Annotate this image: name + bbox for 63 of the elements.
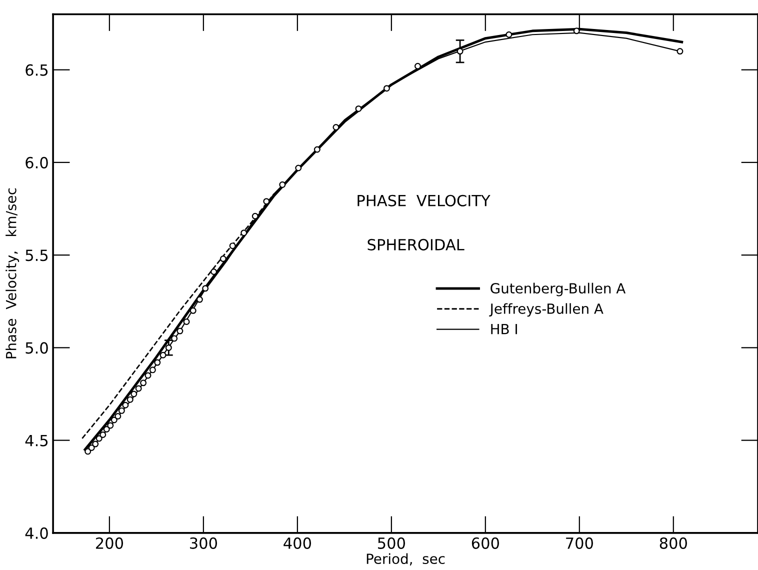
point (171, 335, 178, 342)
point (573, 28, 580, 34)
point (88, 444, 95, 451)
point (130, 390, 138, 398)
point (240, 230, 248, 236)
x-tick-label: 400 (284, 537, 312, 549)
point (114, 413, 122, 420)
point (332, 124, 340, 130)
point (202, 285, 209, 292)
point (126, 396, 134, 403)
point (154, 359, 161, 366)
point (414, 62, 421, 70)
point (92, 440, 99, 448)
point (122, 402, 129, 408)
x-tick-label: 500 (378, 537, 405, 549)
point (383, 85, 390, 92)
point (118, 407, 125, 414)
y-tick-label: 5.5 (26, 250, 48, 262)
legend-label: HB I (491, 324, 517, 334)
point (96, 435, 102, 442)
point (355, 105, 362, 112)
point (210, 268, 218, 275)
point (149, 366, 156, 374)
x-tick-label: 600 (472, 537, 499, 549)
x-tick-label: 200 (96, 537, 124, 549)
point (84, 448, 92, 455)
x-axis-title: Period, sec (366, 553, 445, 566)
x-tick-label: 700 (566, 537, 593, 549)
y-tick-label: 6.5 (26, 64, 48, 76)
x-tick-label: 300 (190, 537, 218, 549)
point (190, 307, 196, 314)
point (279, 181, 286, 188)
annotation: SPHEROIDAL (368, 238, 464, 250)
point (160, 352, 166, 358)
point (506, 31, 512, 38)
point (456, 48, 464, 55)
point (100, 432, 106, 438)
point (176, 328, 184, 334)
point (252, 212, 258, 220)
point (107, 422, 114, 429)
y-tick-label: 4.0 (25, 527, 48, 539)
point (263, 198, 270, 205)
legend-label: Gutenberg-Bullen A (490, 282, 626, 296)
y-axis-title: Phase Velocity, km/sec (6, 188, 20, 358)
y-tick-label: 5.0 (26, 342, 48, 354)
point (295, 164, 302, 172)
point (135, 385, 142, 392)
x-tick-label: 800 (660, 537, 687, 549)
point (220, 256, 226, 262)
point (103, 426, 110, 432)
legend-label: Jeffreys-Bullen A (489, 303, 604, 317)
point (110, 416, 118, 424)
point (676, 48, 684, 55)
annotation: PHASE VELOCITY (358, 194, 490, 206)
point (183, 318, 190, 326)
point (314, 146, 320, 153)
point (196, 296, 203, 303)
point (140, 380, 147, 386)
point (165, 344, 172, 351)
point (229, 242, 236, 250)
point (144, 372, 152, 379)
y-tick-label: 6.0 (26, 156, 48, 168)
y-tick-label: 4.5 (25, 434, 48, 446)
